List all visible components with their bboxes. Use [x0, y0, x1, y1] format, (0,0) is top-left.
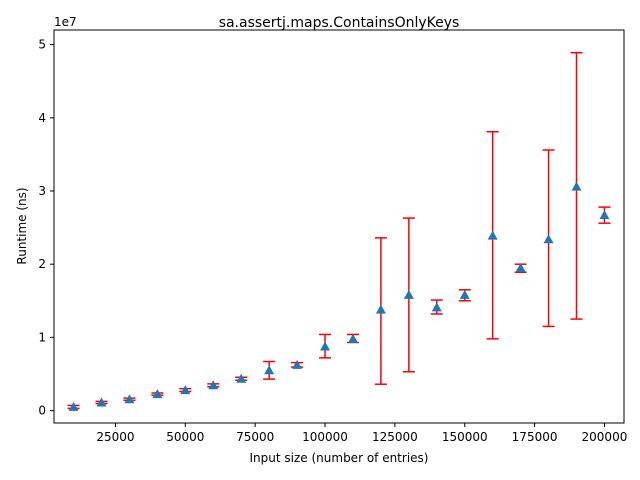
x-tick-label: 50000: [166, 430, 204, 444]
data-point-marker: [292, 359, 303, 369]
data-point-marker: [431, 302, 442, 312]
data-point-marker: [124, 394, 135, 404]
data-point-marker: [599, 210, 610, 220]
data-point-marker: [403, 289, 414, 299]
data-point-marker: [208, 380, 219, 390]
x-tick-label: 175000: [512, 430, 558, 444]
data-point-marker: [320, 341, 331, 351]
data-point-marker: [152, 389, 163, 399]
data-point-marker: [459, 289, 470, 299]
data-point-marker: [487, 230, 498, 240]
x-tick-label: 75000: [236, 430, 274, 444]
y-tick-label: 0: [38, 404, 46, 418]
y-tick-label: 2: [38, 257, 46, 271]
x-tick-label: 150000: [442, 430, 488, 444]
x-tick-label: 100000: [302, 430, 348, 444]
y-tick-label: 4: [38, 111, 46, 125]
data-point-marker: [571, 181, 582, 191]
x-tick-label: 125000: [372, 430, 418, 444]
data-point-marker: [543, 234, 554, 244]
y-axis-title: Runtime (ns): [15, 187, 29, 264]
axes-frame: [53, 29, 625, 424]
data-markers: [68, 181, 610, 411]
x-tick-label: 25000: [96, 430, 134, 444]
data-point-marker: [96, 397, 107, 407]
y-tick-label: 1: [38, 330, 46, 344]
data-point-marker: [180, 385, 191, 395]
chart-title: sa.assertj.maps.ContainsOnlyKeys: [219, 15, 460, 31]
y-scale-offset-label: 1e7: [54, 15, 77, 29]
data-point-marker: [515, 262, 526, 272]
y-axis: 0 1 2 3 4 5: [38, 38, 54, 418]
plot-area: [53, 29, 625, 424]
data-point-marker: [375, 304, 386, 314]
data-point-marker: [236, 373, 247, 383]
data-point-marker: [68, 401, 79, 411]
y-tick-label: 3: [38, 184, 46, 198]
x-axis-title: Input size (number of entries): [250, 451, 429, 465]
data-point-marker: [264, 365, 275, 375]
data-point-marker: [347, 333, 358, 343]
error-bars: [67, 51, 611, 410]
x-tick-label: 200000: [582, 430, 628, 444]
y-tick-label: 5: [38, 38, 46, 52]
x-axis: 25000 50000 75000 100000 125000 150000 175000 2…: [96, 423, 627, 444]
